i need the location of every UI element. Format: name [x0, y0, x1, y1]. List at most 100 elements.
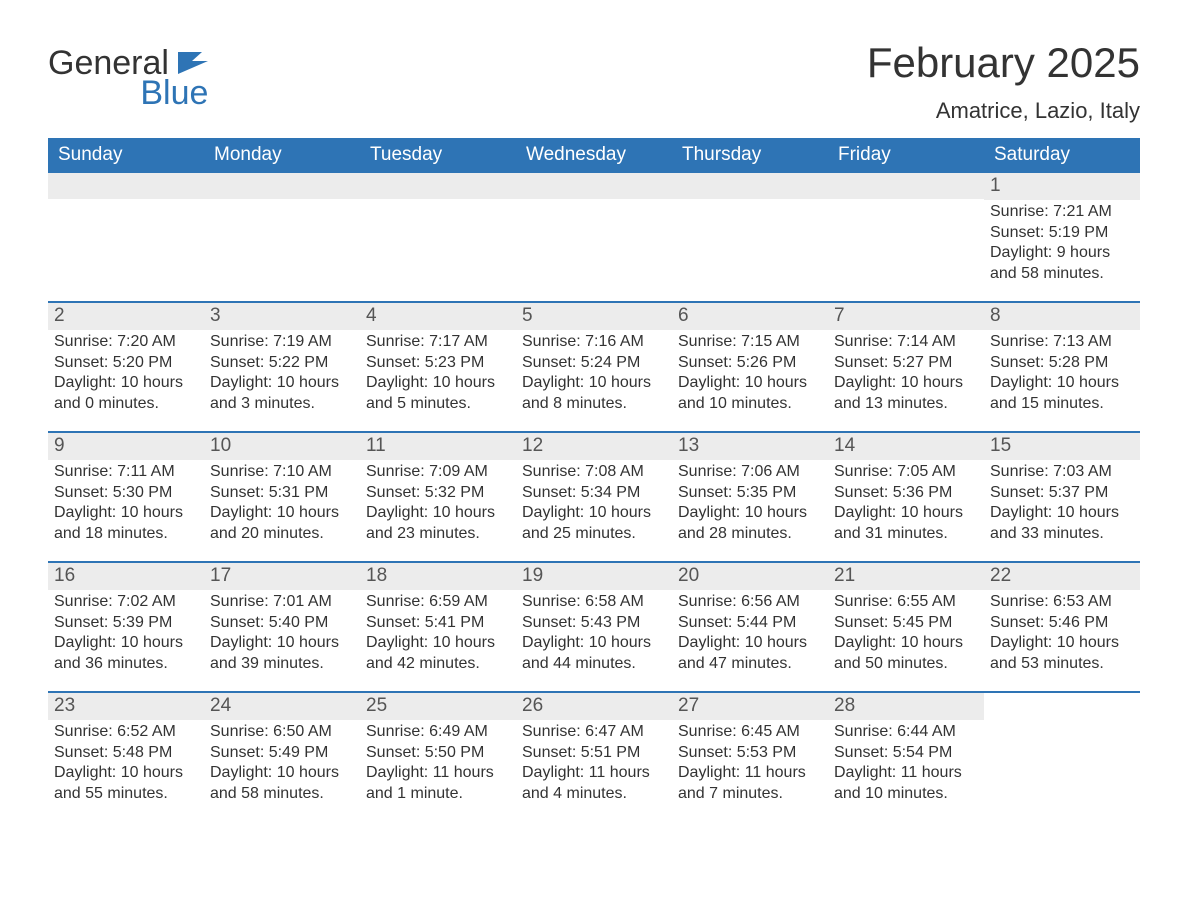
day-number: 19	[516, 563, 672, 590]
day-details: Sunrise: 6:56 AMSunset: 5:44 PMDaylight:…	[672, 590, 828, 684]
sunrise-line: Sunrise: 7:16 AM	[522, 332, 666, 352]
sunset-line: Sunset: 5:23 PM	[366, 353, 510, 373]
day-number: 18	[360, 563, 516, 590]
daylight-line: Daylight: 10 hours and 42 minutes.	[366, 633, 510, 674]
day-cell: 21Sunrise: 6:55 AMSunset: 5:45 PMDayligh…	[828, 563, 984, 691]
sunset-line: Sunset: 5:53 PM	[678, 743, 822, 763]
sunrise-line: Sunrise: 7:13 AM	[990, 332, 1134, 352]
sunset-line: Sunset: 5:44 PM	[678, 613, 822, 633]
day-number: 8	[984, 303, 1140, 330]
day-details: Sunrise: 7:16 AMSunset: 5:24 PMDaylight:…	[516, 330, 672, 424]
day-details: Sunrise: 7:14 AMSunset: 5:27 PMDaylight:…	[828, 330, 984, 424]
sunrise-line: Sunrise: 6:56 AM	[678, 592, 822, 612]
sunset-line: Sunset: 5:46 PM	[990, 613, 1134, 633]
daylight-line: Daylight: 10 hours and 0 minutes.	[54, 373, 198, 414]
daylight-line: Daylight: 10 hours and 58 minutes.	[210, 763, 354, 804]
sunset-line: Sunset: 5:27 PM	[834, 353, 978, 373]
day-number: 26	[516, 693, 672, 720]
day-number: 14	[828, 433, 984, 460]
day-details: Sunrise: 7:19 AMSunset: 5:22 PMDaylight:…	[204, 330, 360, 424]
weekday-header: Sunday	[48, 138, 204, 173]
daylight-line: Daylight: 10 hours and 13 minutes.	[834, 373, 978, 414]
day-details: Sunrise: 6:52 AMSunset: 5:48 PMDaylight:…	[48, 720, 204, 814]
sunrise-line: Sunrise: 7:14 AM	[834, 332, 978, 352]
day-cell: 11Sunrise: 7:09 AMSunset: 5:32 PMDayligh…	[360, 433, 516, 561]
day-details: Sunrise: 7:01 AMSunset: 5:40 PMDaylight:…	[204, 590, 360, 684]
daylight-line: Daylight: 10 hours and 50 minutes.	[834, 633, 978, 674]
sunset-line: Sunset: 5:49 PM	[210, 743, 354, 763]
calendar-page: General Blue February 2025 Amatrice, Laz…	[0, 0, 1188, 861]
daylight-line: Daylight: 11 hours and 1 minute.	[366, 763, 510, 804]
day-cell: 23Sunrise: 6:52 AMSunset: 5:48 PMDayligh…	[48, 693, 204, 821]
sunrise-line: Sunrise: 6:55 AM	[834, 592, 978, 612]
day-cell: 20Sunrise: 6:56 AMSunset: 5:44 PMDayligh…	[672, 563, 828, 691]
day-cell: 17Sunrise: 7:01 AMSunset: 5:40 PMDayligh…	[204, 563, 360, 691]
day-details	[984, 719, 1140, 731]
daylight-line: Daylight: 10 hours and 20 minutes.	[210, 503, 354, 544]
day-cell: 2Sunrise: 7:20 AMSunset: 5:20 PMDaylight…	[48, 303, 204, 431]
day-cell: 24Sunrise: 6:50 AMSunset: 5:49 PMDayligh…	[204, 693, 360, 821]
daylight-line: Daylight: 11 hours and 10 minutes.	[834, 763, 978, 804]
day-details: Sunrise: 7:17 AMSunset: 5:23 PMDaylight:…	[360, 330, 516, 424]
day-number: 17	[204, 563, 360, 590]
sunset-line: Sunset: 5:39 PM	[54, 613, 198, 633]
daylight-line: Daylight: 10 hours and 36 minutes.	[54, 633, 198, 674]
daylight-line: Daylight: 10 hours and 31 minutes.	[834, 503, 978, 544]
day-details	[516, 199, 672, 211]
day-details	[360, 199, 516, 211]
day-cell: 18Sunrise: 6:59 AMSunset: 5:41 PMDayligh…	[360, 563, 516, 691]
day-cell: 19Sunrise: 6:58 AMSunset: 5:43 PMDayligh…	[516, 563, 672, 691]
day-number: 28	[828, 693, 984, 720]
sunrise-line: Sunrise: 7:15 AM	[678, 332, 822, 352]
daylight-line: Daylight: 10 hours and 39 minutes.	[210, 633, 354, 674]
sunrise-line: Sunrise: 6:53 AM	[990, 592, 1134, 612]
day-details: Sunrise: 7:20 AMSunset: 5:20 PMDaylight:…	[48, 330, 204, 424]
day-details: Sunrise: 7:21 AMSunset: 5:19 PMDaylight:…	[984, 200, 1140, 294]
sunrise-line: Sunrise: 7:03 AM	[990, 462, 1134, 482]
day-cell: 5Sunrise: 7:16 AMSunset: 5:24 PMDaylight…	[516, 303, 672, 431]
day-number: 24	[204, 693, 360, 720]
day-cell: 8Sunrise: 7:13 AMSunset: 5:28 PMDaylight…	[984, 303, 1140, 431]
day-details	[204, 199, 360, 211]
day-cell	[516, 173, 672, 301]
sunset-line: Sunset: 5:34 PM	[522, 483, 666, 503]
day-number: 10	[204, 433, 360, 460]
day-number: 27	[672, 693, 828, 720]
sunset-line: Sunset: 5:32 PM	[366, 483, 510, 503]
weekday-header: Monday	[204, 138, 360, 173]
daylight-line: Daylight: 10 hours and 25 minutes.	[522, 503, 666, 544]
sunset-line: Sunset: 5:36 PM	[834, 483, 978, 503]
day-cell: 10Sunrise: 7:10 AMSunset: 5:31 PMDayligh…	[204, 433, 360, 561]
day-details: Sunrise: 7:10 AMSunset: 5:31 PMDaylight:…	[204, 460, 360, 554]
day-cell	[204, 173, 360, 301]
sunrise-line: Sunrise: 7:10 AM	[210, 462, 354, 482]
sunset-line: Sunset: 5:19 PM	[990, 223, 1134, 243]
sunrise-line: Sunrise: 7:11 AM	[54, 462, 198, 482]
day-number: 3	[204, 303, 360, 330]
day-number: 22	[984, 563, 1140, 590]
sunset-line: Sunset: 5:43 PM	[522, 613, 666, 633]
day-number: 25	[360, 693, 516, 720]
day-cell: 15Sunrise: 7:03 AMSunset: 5:37 PMDayligh…	[984, 433, 1140, 561]
weeks-container: 1Sunrise: 7:21 AMSunset: 5:19 PMDaylight…	[48, 173, 1140, 821]
sunset-line: Sunset: 5:48 PM	[54, 743, 198, 763]
sunrise-line: Sunrise: 7:05 AM	[834, 462, 978, 482]
day-details: Sunrise: 7:08 AMSunset: 5:34 PMDaylight:…	[516, 460, 672, 554]
day-number: 20	[672, 563, 828, 590]
day-number	[360, 173, 516, 199]
day-number	[672, 173, 828, 199]
day-number: 15	[984, 433, 1140, 460]
sunset-line: Sunset: 5:20 PM	[54, 353, 198, 373]
week-row: 2Sunrise: 7:20 AMSunset: 5:20 PMDaylight…	[48, 301, 1140, 431]
sunrise-line: Sunrise: 6:49 AM	[366, 722, 510, 742]
daylight-line: Daylight: 10 hours and 44 minutes.	[522, 633, 666, 674]
day-cell: 26Sunrise: 6:47 AMSunset: 5:51 PMDayligh…	[516, 693, 672, 821]
weekday-header: Tuesday	[360, 138, 516, 173]
day-number: 21	[828, 563, 984, 590]
day-cell: 14Sunrise: 7:05 AMSunset: 5:36 PMDayligh…	[828, 433, 984, 561]
day-cell: 7Sunrise: 7:14 AMSunset: 5:27 PMDaylight…	[828, 303, 984, 431]
month-title: February 2025	[867, 40, 1140, 86]
sunrise-line: Sunrise: 6:50 AM	[210, 722, 354, 742]
day-cell: 3Sunrise: 7:19 AMSunset: 5:22 PMDaylight…	[204, 303, 360, 431]
sunset-line: Sunset: 5:30 PM	[54, 483, 198, 503]
